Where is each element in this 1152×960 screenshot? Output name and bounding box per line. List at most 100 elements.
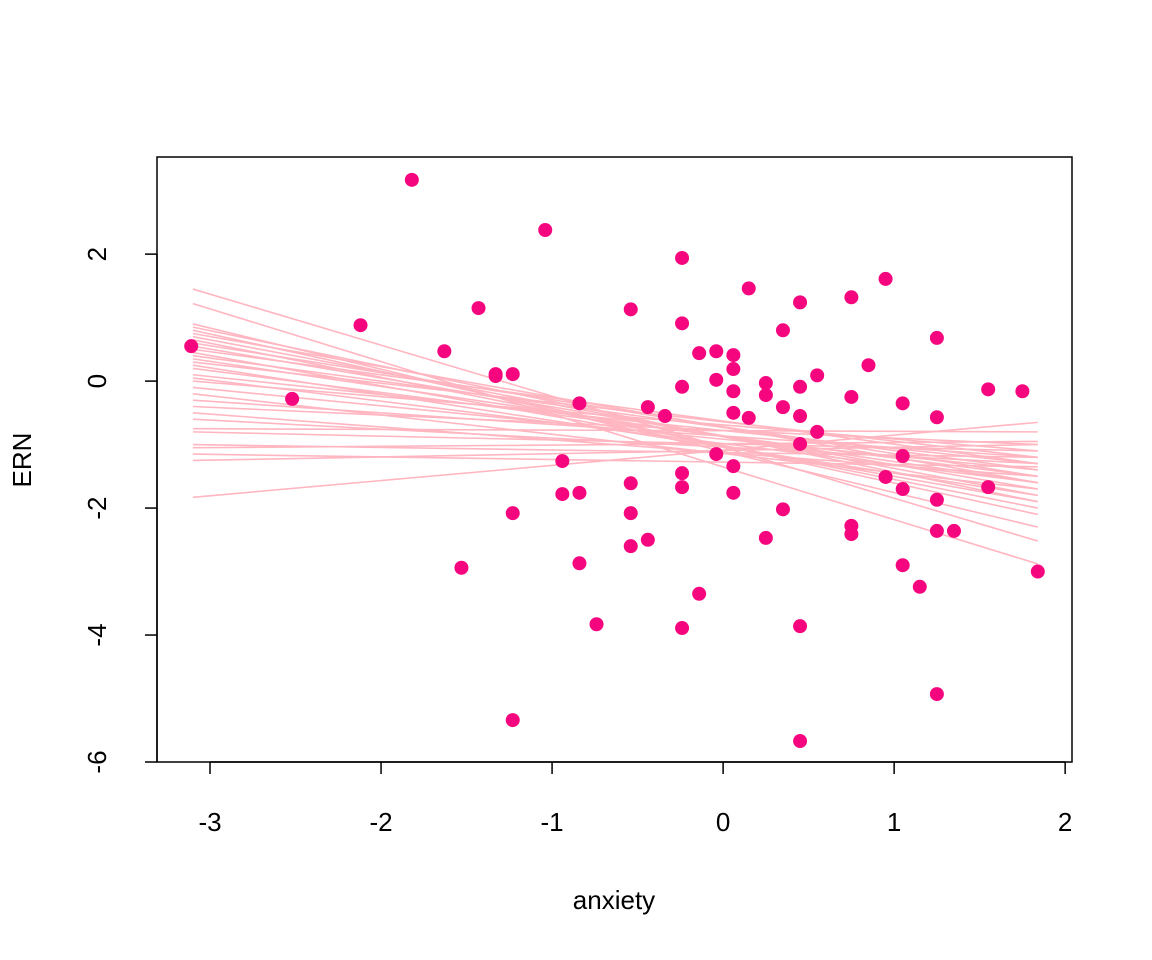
point — [844, 389, 859, 404]
point — [793, 379, 808, 394]
point — [623, 302, 638, 317]
point — [793, 734, 808, 749]
fit-line — [192, 443, 1038, 462]
y-tick-label: -4 — [82, 623, 112, 646]
point — [1030, 564, 1045, 579]
point — [675, 466, 690, 481]
point — [572, 485, 587, 500]
point — [404, 172, 419, 187]
point — [572, 556, 587, 571]
point — [437, 344, 452, 359]
fit-line — [192, 373, 1038, 465]
point — [555, 454, 570, 469]
point — [895, 396, 910, 411]
point — [726, 384, 741, 399]
fit-line — [192, 358, 1038, 484]
point — [353, 318, 368, 333]
point — [675, 480, 690, 495]
point — [184, 339, 199, 354]
point — [878, 271, 893, 286]
point — [726, 485, 741, 500]
fit-line — [192, 405, 1038, 446]
y-tick-label: -6 — [82, 750, 112, 773]
point — [488, 369, 503, 384]
fit-line — [192, 361, 1038, 459]
point — [505, 506, 520, 521]
point — [505, 367, 520, 382]
point — [623, 539, 638, 554]
x-axis-label: anxiety — [573, 885, 655, 915]
point — [471, 301, 486, 316]
fit-line — [192, 380, 1038, 452]
point — [758, 530, 773, 545]
y-tick-label: 0 — [82, 374, 112, 388]
point — [709, 344, 724, 359]
point — [775, 323, 790, 338]
point — [929, 523, 944, 538]
point — [810, 424, 825, 439]
point — [793, 295, 808, 310]
point — [758, 388, 773, 403]
point — [675, 379, 690, 394]
fit-line — [192, 421, 1038, 499]
y-axis-label: ERN — [7, 433, 37, 488]
x-tick-label: -2 — [369, 807, 392, 837]
point — [675, 250, 690, 265]
point — [810, 368, 825, 383]
point — [454, 560, 469, 575]
point — [555, 487, 570, 502]
point — [775, 502, 790, 517]
point — [1015, 384, 1030, 399]
point — [793, 436, 808, 451]
point — [775, 400, 790, 415]
point — [895, 449, 910, 464]
point — [726, 459, 741, 474]
point — [657, 409, 672, 424]
point — [929, 492, 944, 507]
fit-line — [192, 339, 1038, 509]
point — [895, 482, 910, 497]
point — [538, 223, 553, 238]
fit-line — [192, 354, 1038, 471]
fit-line — [192, 427, 1038, 433]
point — [675, 316, 690, 331]
point — [640, 532, 655, 547]
point — [726, 362, 741, 377]
x-tick-label: 0 — [716, 807, 730, 837]
point — [981, 480, 996, 495]
point — [726, 348, 741, 363]
point — [844, 290, 859, 305]
point — [912, 579, 927, 594]
point — [709, 447, 724, 462]
point — [726, 405, 741, 420]
point — [623, 506, 638, 521]
point — [741, 281, 756, 296]
x-tick-label: 2 — [1058, 807, 1072, 837]
point — [589, 617, 604, 632]
y-tick-label: -2 — [82, 497, 112, 520]
point — [929, 410, 944, 425]
fit-line — [192, 440, 1038, 449]
point — [929, 330, 944, 345]
point — [692, 586, 707, 601]
x-tick-label: -1 — [541, 807, 564, 837]
point — [844, 527, 859, 542]
point — [758, 376, 773, 391]
point — [675, 621, 690, 636]
point — [640, 400, 655, 415]
y-tick-label: 2 — [82, 247, 112, 261]
fit-line — [192, 302, 1039, 565]
point — [895, 558, 910, 573]
x-tick-label: -3 — [198, 807, 221, 837]
fit-line — [192, 348, 1038, 465]
x-tick-label: 1 — [887, 807, 901, 837]
point — [692, 346, 707, 361]
fit-line — [192, 431, 1038, 452]
point — [981, 382, 996, 397]
point — [572, 396, 587, 411]
point — [505, 713, 520, 728]
point — [709, 372, 724, 387]
point — [929, 687, 944, 702]
fit-line — [192, 351, 1038, 503]
